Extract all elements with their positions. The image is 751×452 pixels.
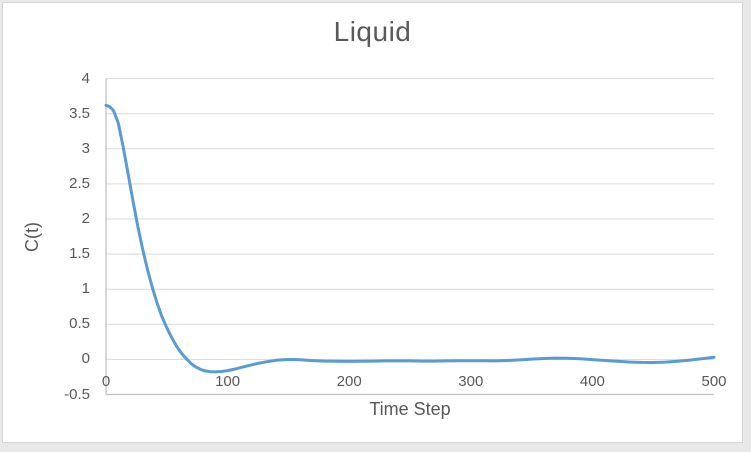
chart-area[interactable] xyxy=(2,2,743,443)
y-tick-label: 0 xyxy=(81,350,90,368)
y-tick-label: 1 xyxy=(81,280,90,298)
y-tick-label: 2.5 xyxy=(69,174,90,192)
y-tick-label: 1.5 xyxy=(69,245,90,263)
series-line[interactable] xyxy=(104,103,716,374)
x-tick-label: 500 xyxy=(701,373,727,390)
x-tick-label: 200 xyxy=(336,373,362,390)
y-tick-label: 3.5 xyxy=(69,104,90,122)
x-tick-label: 300 xyxy=(458,373,484,390)
chart-title: Liquid xyxy=(333,16,412,47)
y-tick-label: -0.5 xyxy=(64,385,90,403)
x-axis-title: Time Step xyxy=(369,399,451,419)
x-tick-label: 400 xyxy=(579,373,605,390)
x-tick-label: 0 xyxy=(101,373,111,390)
y-tick-label: 0.5 xyxy=(69,315,90,333)
y-tick-label: 2 xyxy=(81,210,90,227)
x-tick-label: 100 xyxy=(215,373,241,390)
y-tick-label: 3 xyxy=(81,139,90,157)
y-axis-title: C(t) xyxy=(22,222,42,252)
y-tick-label: 4 xyxy=(81,69,90,87)
